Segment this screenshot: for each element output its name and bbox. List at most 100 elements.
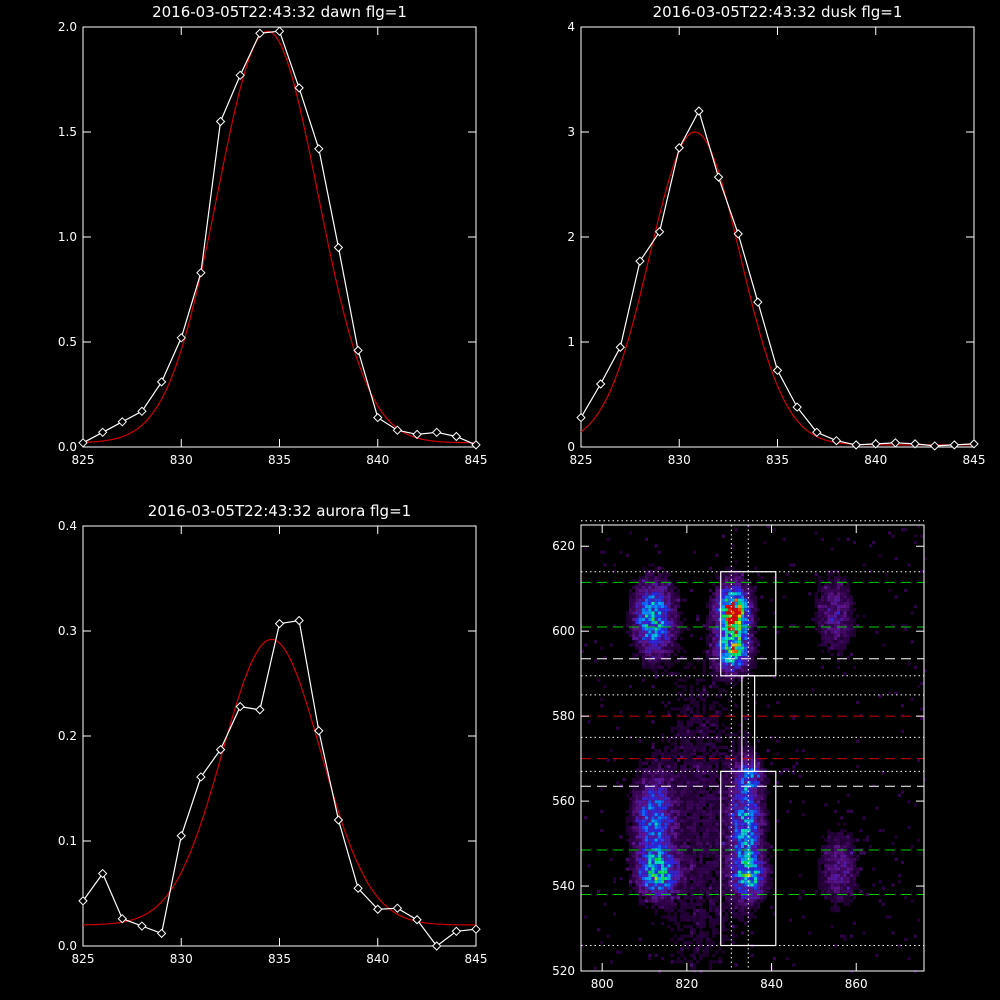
heatmap-cell: [693, 825, 697, 829]
heatmap-cell: [725, 777, 729, 781]
heatmap-cell: [747, 816, 751, 820]
heatmap-cell: [760, 883, 764, 887]
heatmap-cell: [638, 854, 642, 858]
heatmap-cell: [705, 617, 709, 621]
heatmap-cell: [837, 637, 841, 641]
heatmap-cell: [667, 797, 671, 801]
heatmap-cell: [731, 576, 735, 580]
heatmap-cell: [680, 630, 684, 634]
heatmap-cell: [833, 579, 837, 583]
heatmap-cell: [705, 950, 709, 954]
heatmap-cell: [638, 861, 642, 865]
heatmap-cell: [664, 873, 668, 877]
heatmap-cell: [699, 851, 703, 855]
heatmap-cell: [715, 627, 719, 631]
heatmap-cell: [664, 643, 668, 647]
heatmap-cell: [696, 777, 700, 781]
heatmap-cell: [753, 589, 757, 593]
heatmap-cell: [689, 784, 693, 788]
heatmap-cell: [721, 761, 725, 765]
heatmap-cell: [715, 797, 719, 801]
heatmap-cell: [728, 864, 732, 868]
heatmap-cell: [744, 646, 748, 650]
heatmap-cell: [677, 851, 681, 855]
heatmap-cell: [664, 851, 668, 855]
heatmap-cell: [667, 701, 671, 705]
heatmap-cell: [648, 953, 652, 957]
heatmap-cell: [686, 704, 690, 708]
heatmap-cell: [769, 870, 773, 874]
heatmap-cell: [737, 758, 741, 762]
heatmap-cell: [760, 822, 764, 826]
heatmap-cell: [744, 742, 748, 746]
heatmap-cell: [741, 579, 745, 583]
heatmap-cell: [763, 832, 767, 836]
heatmap-cell: [747, 637, 751, 641]
heatmap-cell: [731, 665, 735, 669]
heatmap-cell: [709, 633, 713, 637]
heatmap-cell: [677, 886, 681, 890]
heatmap-cell: [712, 931, 716, 935]
heatmap-cell: [843, 617, 847, 621]
heatmap-cell: [673, 787, 677, 791]
heatmap-cell: [699, 777, 703, 781]
heatmap-cell: [904, 896, 908, 900]
heatmap-cell: [686, 857, 690, 861]
heatmap-cell: [843, 637, 847, 641]
heatmap-cell: [750, 813, 754, 817]
heatmap-cell: [737, 915, 741, 919]
heatmap-cell: [686, 675, 690, 679]
heatmap-cell: [763, 867, 767, 871]
heatmap-cell: [725, 880, 729, 884]
heatmap-cell: [696, 720, 700, 724]
heatmap-cell: [721, 643, 725, 647]
heatmap-cell: [625, 825, 629, 829]
heatmap-cell: [657, 761, 661, 765]
heatmap-cell: [725, 803, 729, 807]
heatmap-cell: [750, 861, 754, 865]
heatmap-cell: [721, 835, 725, 839]
heatmap-cell: [744, 605, 748, 609]
heatmap-cell: [645, 582, 649, 586]
heatmap-cell: [702, 841, 706, 845]
heatmap-cell: [683, 838, 687, 842]
heatmap-cell: [648, 601, 652, 605]
heatmap-cell: [827, 857, 831, 861]
heatmap-cell: [846, 630, 850, 634]
heatmap-cell: [856, 870, 860, 874]
heatmap-cell: [661, 957, 665, 961]
heatmap-cell: [849, 630, 853, 634]
observed-line: [580, 109, 975, 447]
heatmap-cell: [753, 630, 757, 634]
heatmap-cell: [712, 707, 716, 711]
heatmap-cell: [760, 790, 764, 794]
heatmap-cell: [734, 576, 738, 580]
heatmap-cell: [670, 793, 674, 797]
heatmap-cell: [715, 685, 719, 689]
heatmap-cell: [773, 912, 777, 916]
heatmap-cell: [622, 777, 626, 781]
heatmap-cell: [673, 819, 677, 823]
heatmap-cell: [817, 886, 821, 890]
heatmap-cell: [625, 861, 629, 865]
heatmap-cell: [667, 656, 671, 660]
heatmap-cell: [737, 576, 741, 580]
heatmap-cell: [821, 621, 825, 625]
heatmap-cell: [638, 787, 642, 791]
heatmap-cell: [776, 630, 780, 634]
heatmap-cell: [664, 601, 668, 605]
heatmap-cell: [833, 832, 837, 836]
heatmap-cell: [753, 845, 757, 849]
heatmap-cell: [824, 857, 828, 861]
heatmap-cell: [645, 899, 649, 903]
heatmap-cell: [731, 589, 735, 593]
heatmap-cell: [737, 809, 741, 813]
heatmap-cell: [709, 758, 713, 762]
heatmap-cell: [645, 605, 649, 609]
heatmap-cell: [744, 777, 748, 781]
heatmap-cell: [661, 803, 665, 807]
heatmap-cell: [638, 902, 642, 906]
heatmap-cell: [721, 576, 725, 580]
heatmap-cell: [651, 630, 655, 634]
heatmap-cell: [709, 736, 713, 740]
